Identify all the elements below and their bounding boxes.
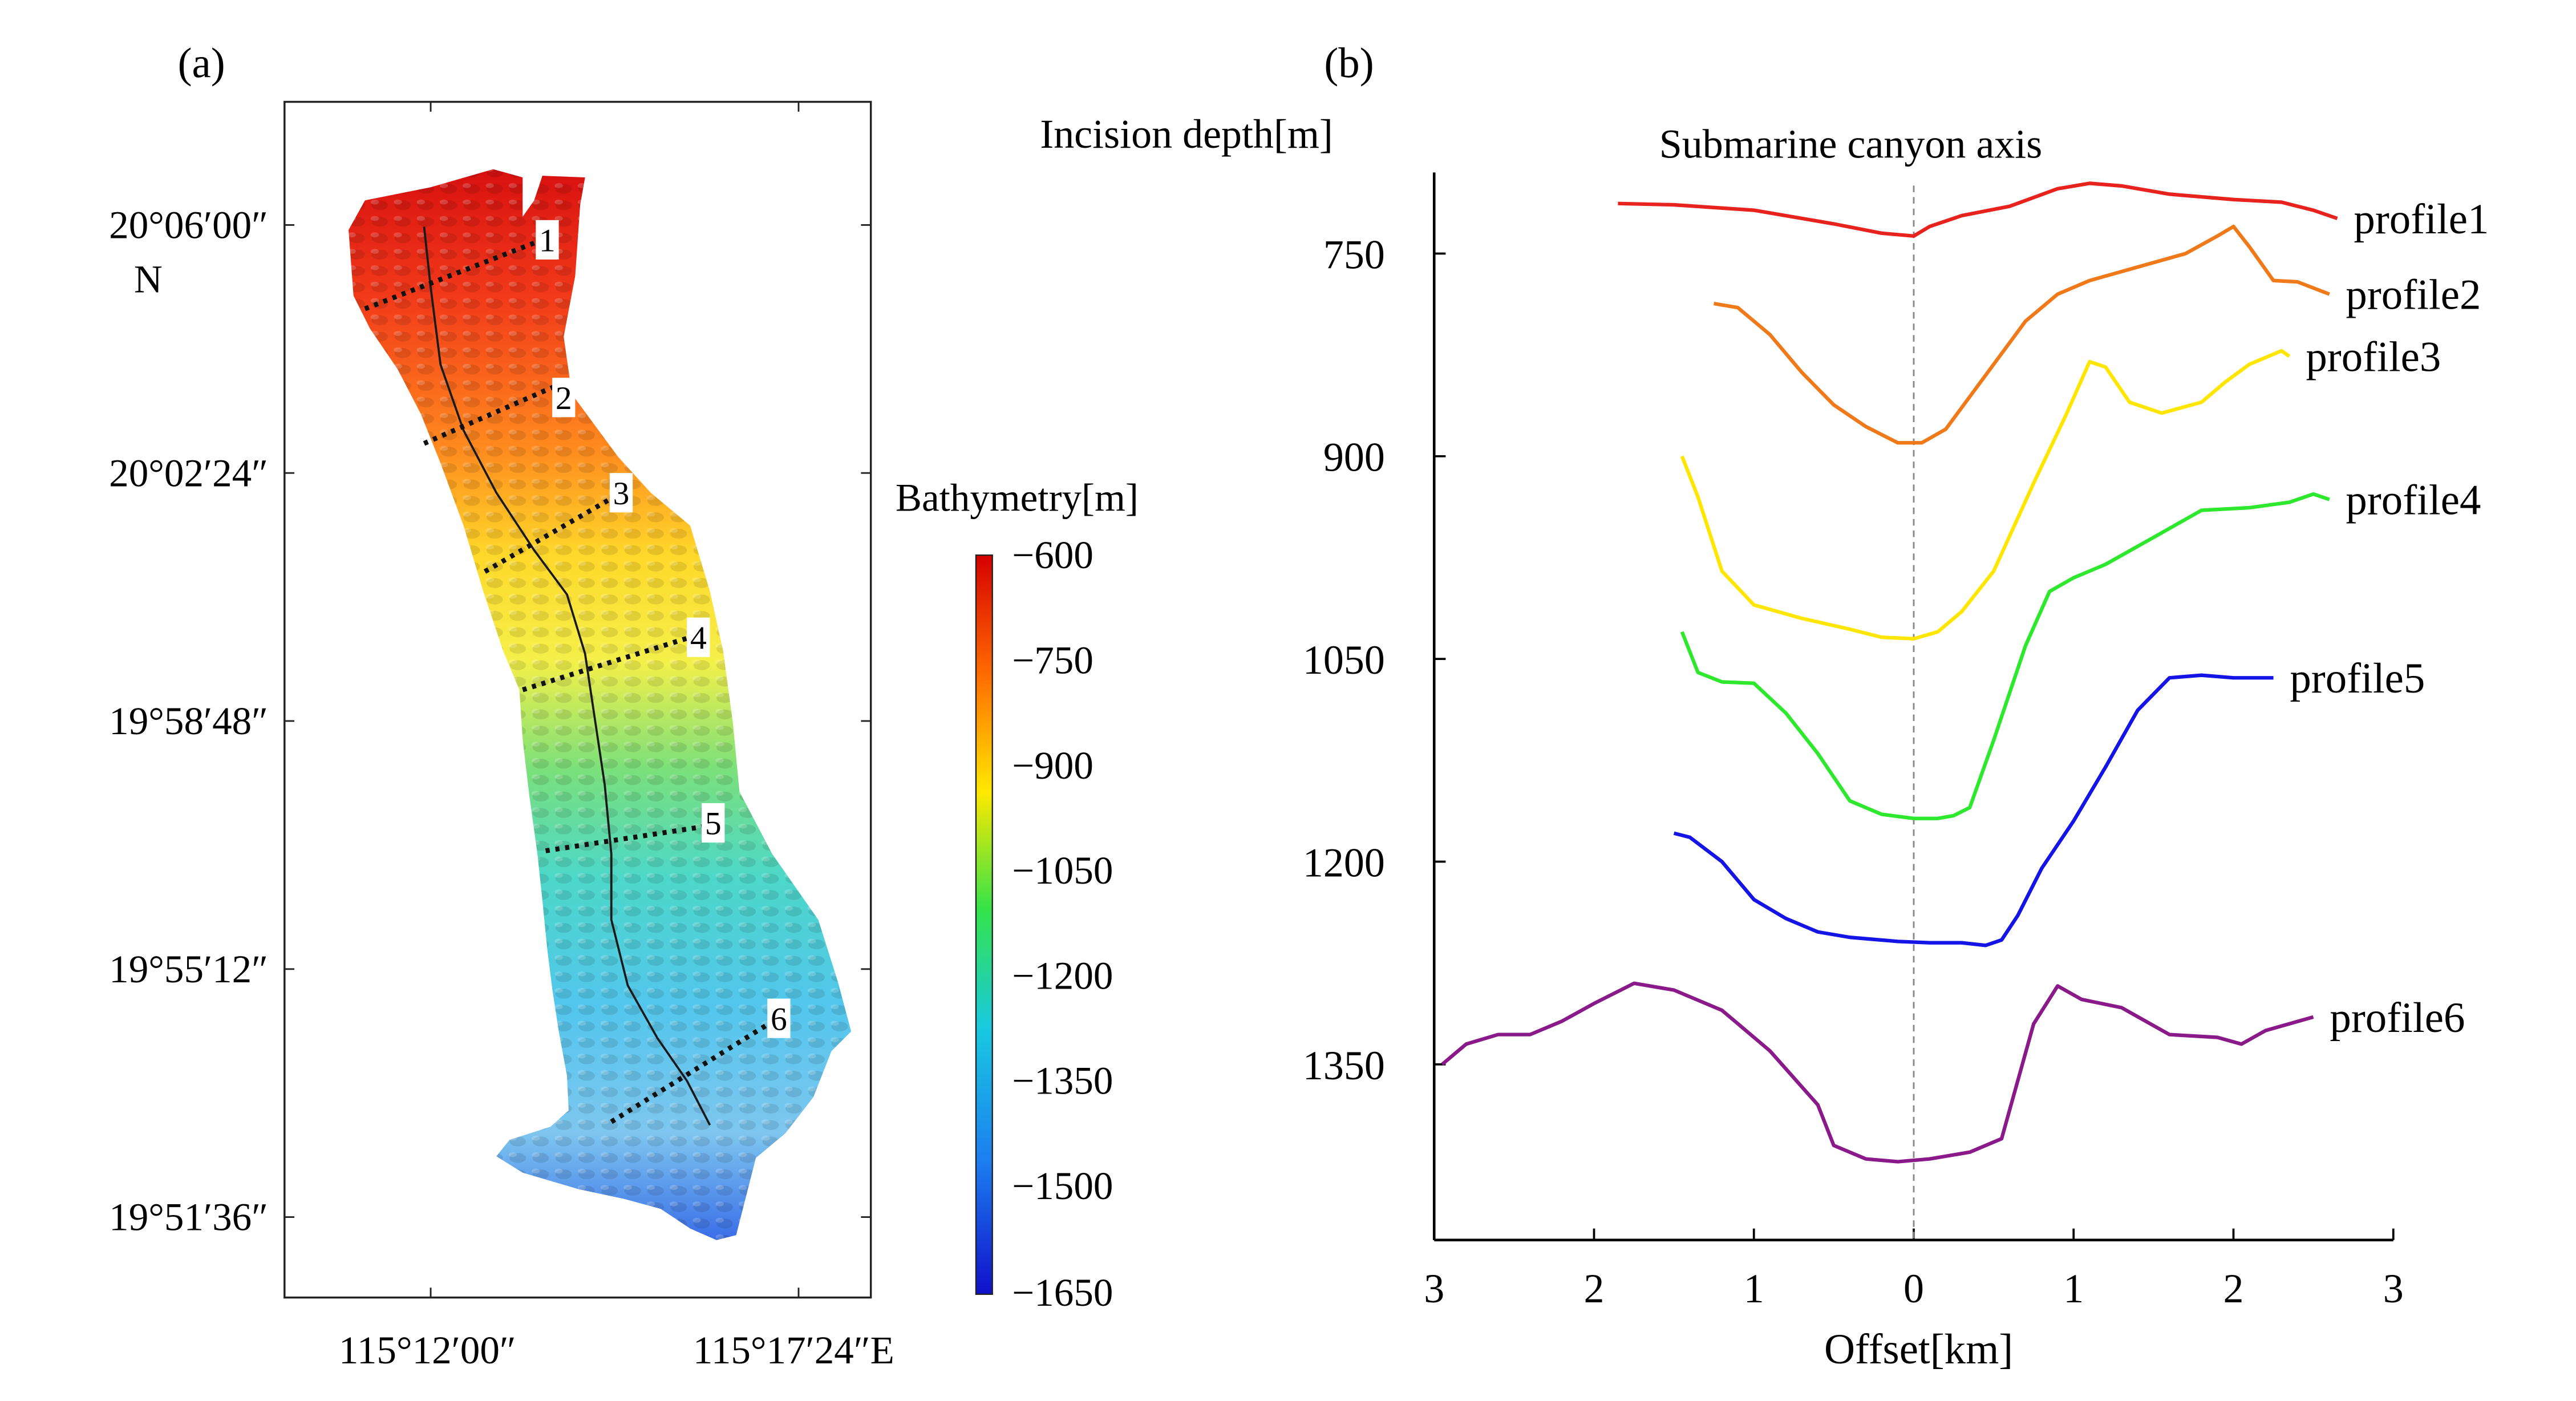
lat-n-label: N: [134, 257, 163, 301]
series-label-profile2: profile2: [2346, 271, 2481, 318]
x-tick-label: 3: [1424, 1266, 1444, 1311]
colorbar-tick-label: −1050: [1012, 848, 1113, 892]
x-tick-label: 2: [1584, 1266, 1605, 1311]
x-tick-label: 1: [2063, 1266, 2084, 1311]
colorbar-tick-label: −1650: [1012, 1270, 1113, 1314]
profile-number-2: 2: [556, 380, 572, 416]
lon-tick-label: 115°17′24″E: [693, 1328, 894, 1372]
x-tick-label: 2: [2223, 1266, 2243, 1311]
y-tick-label: 750: [1323, 232, 1385, 277]
chart-axes: 750 900 1050 1200 1350 3 2 1 0 1 2 3: [1303, 172, 2404, 1311]
y-axis-title: Incision depth[m]: [1040, 111, 1333, 157]
series-label-profile5: profile5: [2290, 655, 2425, 702]
series-line-profile1: [1618, 181, 2338, 238]
profile-transect-5: [545, 823, 707, 853]
y-tick-label: 1200: [1303, 840, 1385, 885]
lat-tick-label: 19°55′12″: [109, 947, 268, 991]
series-line-profile4: [1680, 492, 2330, 820]
profile-transect-2: [423, 379, 568, 446]
x-tick-label: 3: [2383, 1266, 2404, 1311]
map-ticks: [284, 102, 871, 1298]
profile-number-6: 6: [771, 1001, 787, 1037]
profile-number-3: 3: [613, 476, 630, 512]
y-tick-label: 900: [1323, 435, 1385, 480]
colorbar-tick-label: −600: [1012, 533, 1093, 577]
lat-tick-label: 19°51′36″: [109, 1195, 268, 1239]
series-label-profile6: profile6: [2330, 994, 2465, 1042]
colorbar-tick-label: −1350: [1012, 1059, 1113, 1103]
profile-transect-3: [483, 491, 623, 574]
x-axis-title: Offset[km]: [1824, 1326, 2013, 1373]
profile-transect-6: [610, 1019, 774, 1124]
series-label-profile4: profile4: [2346, 477, 2481, 524]
colorbar: [975, 554, 993, 1295]
series-line-profile3: [1680, 349, 2291, 641]
series-label-profile1: profile1: [2354, 196, 2489, 243]
series-line-profile2: [1714, 224, 2330, 445]
chart-series: profile1 profile2 profile3 profile4 profile5…: [1441, 181, 2489, 1164]
x-tick-label: 1: [1744, 1266, 1764, 1311]
lat-tick-label: 20°06′00″: [109, 203, 268, 246]
series-line-profile6: [1441, 981, 2314, 1164]
lat-tick-label: 19°58′48″: [109, 699, 268, 743]
chart-title: Submarine canyon axis: [1659, 121, 2043, 167]
colorbar-tick-label: −750: [1012, 638, 1093, 682]
lat-tick-labels: 20°06′00″ 20°02′24″ 19°58′48″ 19°55′12″ …: [109, 203, 268, 1238]
colorbar-title: Bathymetry[m]: [896, 475, 1139, 519]
profile-transect-1: [364, 237, 544, 311]
colorbar-tick-label: −1500: [1012, 1164, 1113, 1208]
map-frame: [283, 100, 872, 1299]
profile-number-4: 4: [690, 620, 707, 656]
series-line-profile5: [1673, 673, 2274, 948]
profile-number-5: 5: [705, 806, 722, 842]
panel-b-label: (b): [1324, 39, 1374, 87]
lon-tick-label: 115°12′00″: [339, 1328, 516, 1372]
lat-tick-label: 20°02′24″: [109, 451, 268, 495]
colorbar-ticks: −600 −750 −900 −1050 −1200 −1350 −1500 −…: [1012, 533, 1113, 1314]
profile-number-1: 1: [539, 223, 556, 259]
x-tick-label: 0: [1903, 1266, 1924, 1311]
bathymetry-map: 1 2 3 4 5 6: [349, 169, 852, 1240]
y-tick-label: 1350: [1303, 1043, 1385, 1088]
series-label-profile3: profile3: [2306, 333, 2441, 380]
panel-a-label: (a): [178, 39, 225, 87]
colorbar-tick-label: −900: [1012, 743, 1093, 787]
y-tick-label: 1050: [1303, 637, 1385, 683]
canyon-axis-line: [423, 226, 711, 1126]
colorbar-tick-label: −1200: [1012, 953, 1113, 997]
